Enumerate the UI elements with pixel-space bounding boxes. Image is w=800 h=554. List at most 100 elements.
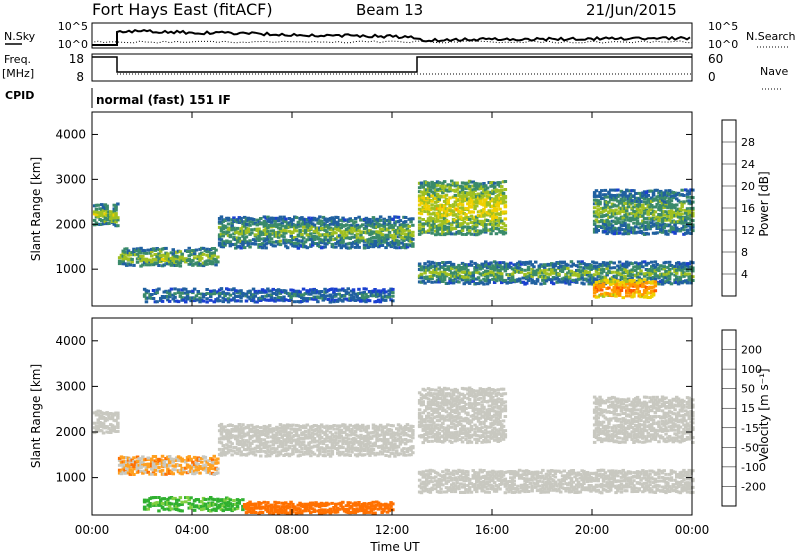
- range-gate-cell: [510, 275, 515, 279]
- range-gate-cell: [664, 232, 668, 236]
- range-gate-cell: [403, 432, 408, 435]
- range-gate-cell: [266, 287, 270, 291]
- range-gate-cell: [494, 216, 499, 219]
- range-gate-cell: [396, 235, 401, 239]
- range-gate-cell: [285, 423, 290, 427]
- range-gate-cell: [496, 219, 500, 223]
- range-gate-cell: [223, 436, 227, 440]
- range-gate-cell: [268, 454, 272, 458]
- range-gate-cell: [393, 242, 397, 246]
- range-gate-cell: [634, 200, 638, 203]
- range-gate-cell: [626, 205, 631, 209]
- range-gate-cell: [641, 208, 645, 212]
- range-gate-cell: [371, 245, 376, 249]
- range-gate-cell: [675, 229, 679, 233]
- range-gate-cell: [494, 199, 499, 203]
- range-gate-cell: [153, 248, 158, 252]
- range-gate-cell: [294, 440, 299, 444]
- range-gate-cell: [344, 246, 349, 250]
- range-gate-cell: [357, 442, 361, 446]
- range-gate-cell: [114, 206, 118, 210]
- range-gate-cell: [455, 280, 459, 284]
- range-gate-cell: [657, 222, 661, 226]
- range-gate-cell: [667, 223, 672, 227]
- range-gate-cell: [194, 298, 199, 302]
- range-gate-cell: [587, 274, 591, 278]
- range-gate-cell: [210, 260, 215, 264]
- range-gate-cell: [428, 219, 433, 223]
- range-gate-cell: [555, 276, 559, 280]
- range-gate-cell: [614, 270, 618, 274]
- range-gate-cell: [343, 229, 347, 233]
- range-gate-cell: [112, 412, 116, 416]
- range-gate-cell: [666, 278, 670, 282]
- range-gate-cell: [316, 454, 320, 458]
- range-gate-cell: [226, 429, 231, 433]
- range-gate-cell: [296, 449, 301, 453]
- range-gate-cell: [544, 263, 549, 267]
- range-gate-cell: [407, 429, 411, 433]
- range-gate-cell: [653, 277, 658, 281]
- range-gate-cell: [300, 443, 304, 447]
- range-gate-cell: [144, 259, 149, 263]
- range-gate-cell: [146, 260, 150, 264]
- range-gate-cell: [182, 470, 186, 474]
- range-gate-cell: [321, 442, 326, 446]
- range-gate-cell: [353, 245, 358, 249]
- range-gate-cell: [300, 216, 304, 220]
- range-gate-cell: [278, 215, 283, 219]
- range-gate-cell: [666, 199, 670, 203]
- range-gate-cell: [334, 434, 338, 438]
- range-gate-cell: [651, 285, 656, 289]
- range-gate-cell: [282, 219, 286, 223]
- range-gate-cell: [278, 222, 283, 226]
- range-gate-cell: [669, 206, 674, 210]
- range-gate-cell: [491, 209, 495, 213]
- range-gate-cell: [457, 186, 461, 190]
- range-gate-cell: [361, 426, 365, 430]
- range-gate-cell: [600, 189, 604, 193]
- range-gate-cell: [500, 197, 504, 201]
- range-gate-cell: [396, 437, 401, 441]
- range-gate-cell: [336, 235, 340, 239]
- range-gate-cell: [417, 276, 422, 280]
- range-gate-cell: [350, 226, 354, 230]
- range-gate-cell: [682, 194, 686, 197]
- range-gate-cell: [484, 279, 488, 283]
- range-gate-cell: [230, 224, 234, 228]
- range-gate-cell: [294, 423, 299, 427]
- range-gate-cell: [371, 216, 376, 220]
- range-gate-cell: [516, 269, 520, 273]
- range-gate-cell: [455, 207, 459, 211]
- range-gate-cell: [426, 221, 431, 225]
- range-gate-cell: [182, 468, 186, 472]
- range-gate-cell: [500, 274, 504, 278]
- range-gate-cell: [366, 424, 370, 428]
- range-gate-cell: [166, 291, 170, 295]
- range-gate-cell: [569, 273, 574, 277]
- range-gate-cell: [625, 209, 629, 213]
- range-gate-cell: [405, 447, 410, 451]
- range-gate-cell: [378, 438, 383, 441]
- range-gate-cell: [255, 439, 259, 443]
- range-gate-cell: [282, 231, 286, 235]
- range-gate-cell: [373, 242, 377, 246]
- range-gate-cell: [607, 226, 611, 230]
- range-gate-cell: [592, 273, 597, 277]
- range-gate-cell: [232, 427, 236, 431]
- range-gate-cell: [221, 224, 225, 228]
- range-gate-cell: [94, 410, 99, 414]
- range-gate-cell: [325, 242, 329, 246]
- range-gate-cell: [285, 432, 290, 436]
- range-gate-cell: [239, 440, 243, 444]
- range-gate-cell: [187, 458, 191, 462]
- range-gate-cell: [391, 236, 395, 240]
- range-gate-cell: [409, 435, 413, 439]
- range-gate-cell: [530, 271, 534, 275]
- range-gate-cell: [651, 191, 656, 195]
- range-gate-cell: [171, 497, 175, 501]
- range-gate-cell: [212, 454, 216, 458]
- range-gate-cell: [300, 425, 304, 429]
- range-gate-cell: [553, 264, 558, 268]
- range-gate-cell: [626, 262, 631, 266]
